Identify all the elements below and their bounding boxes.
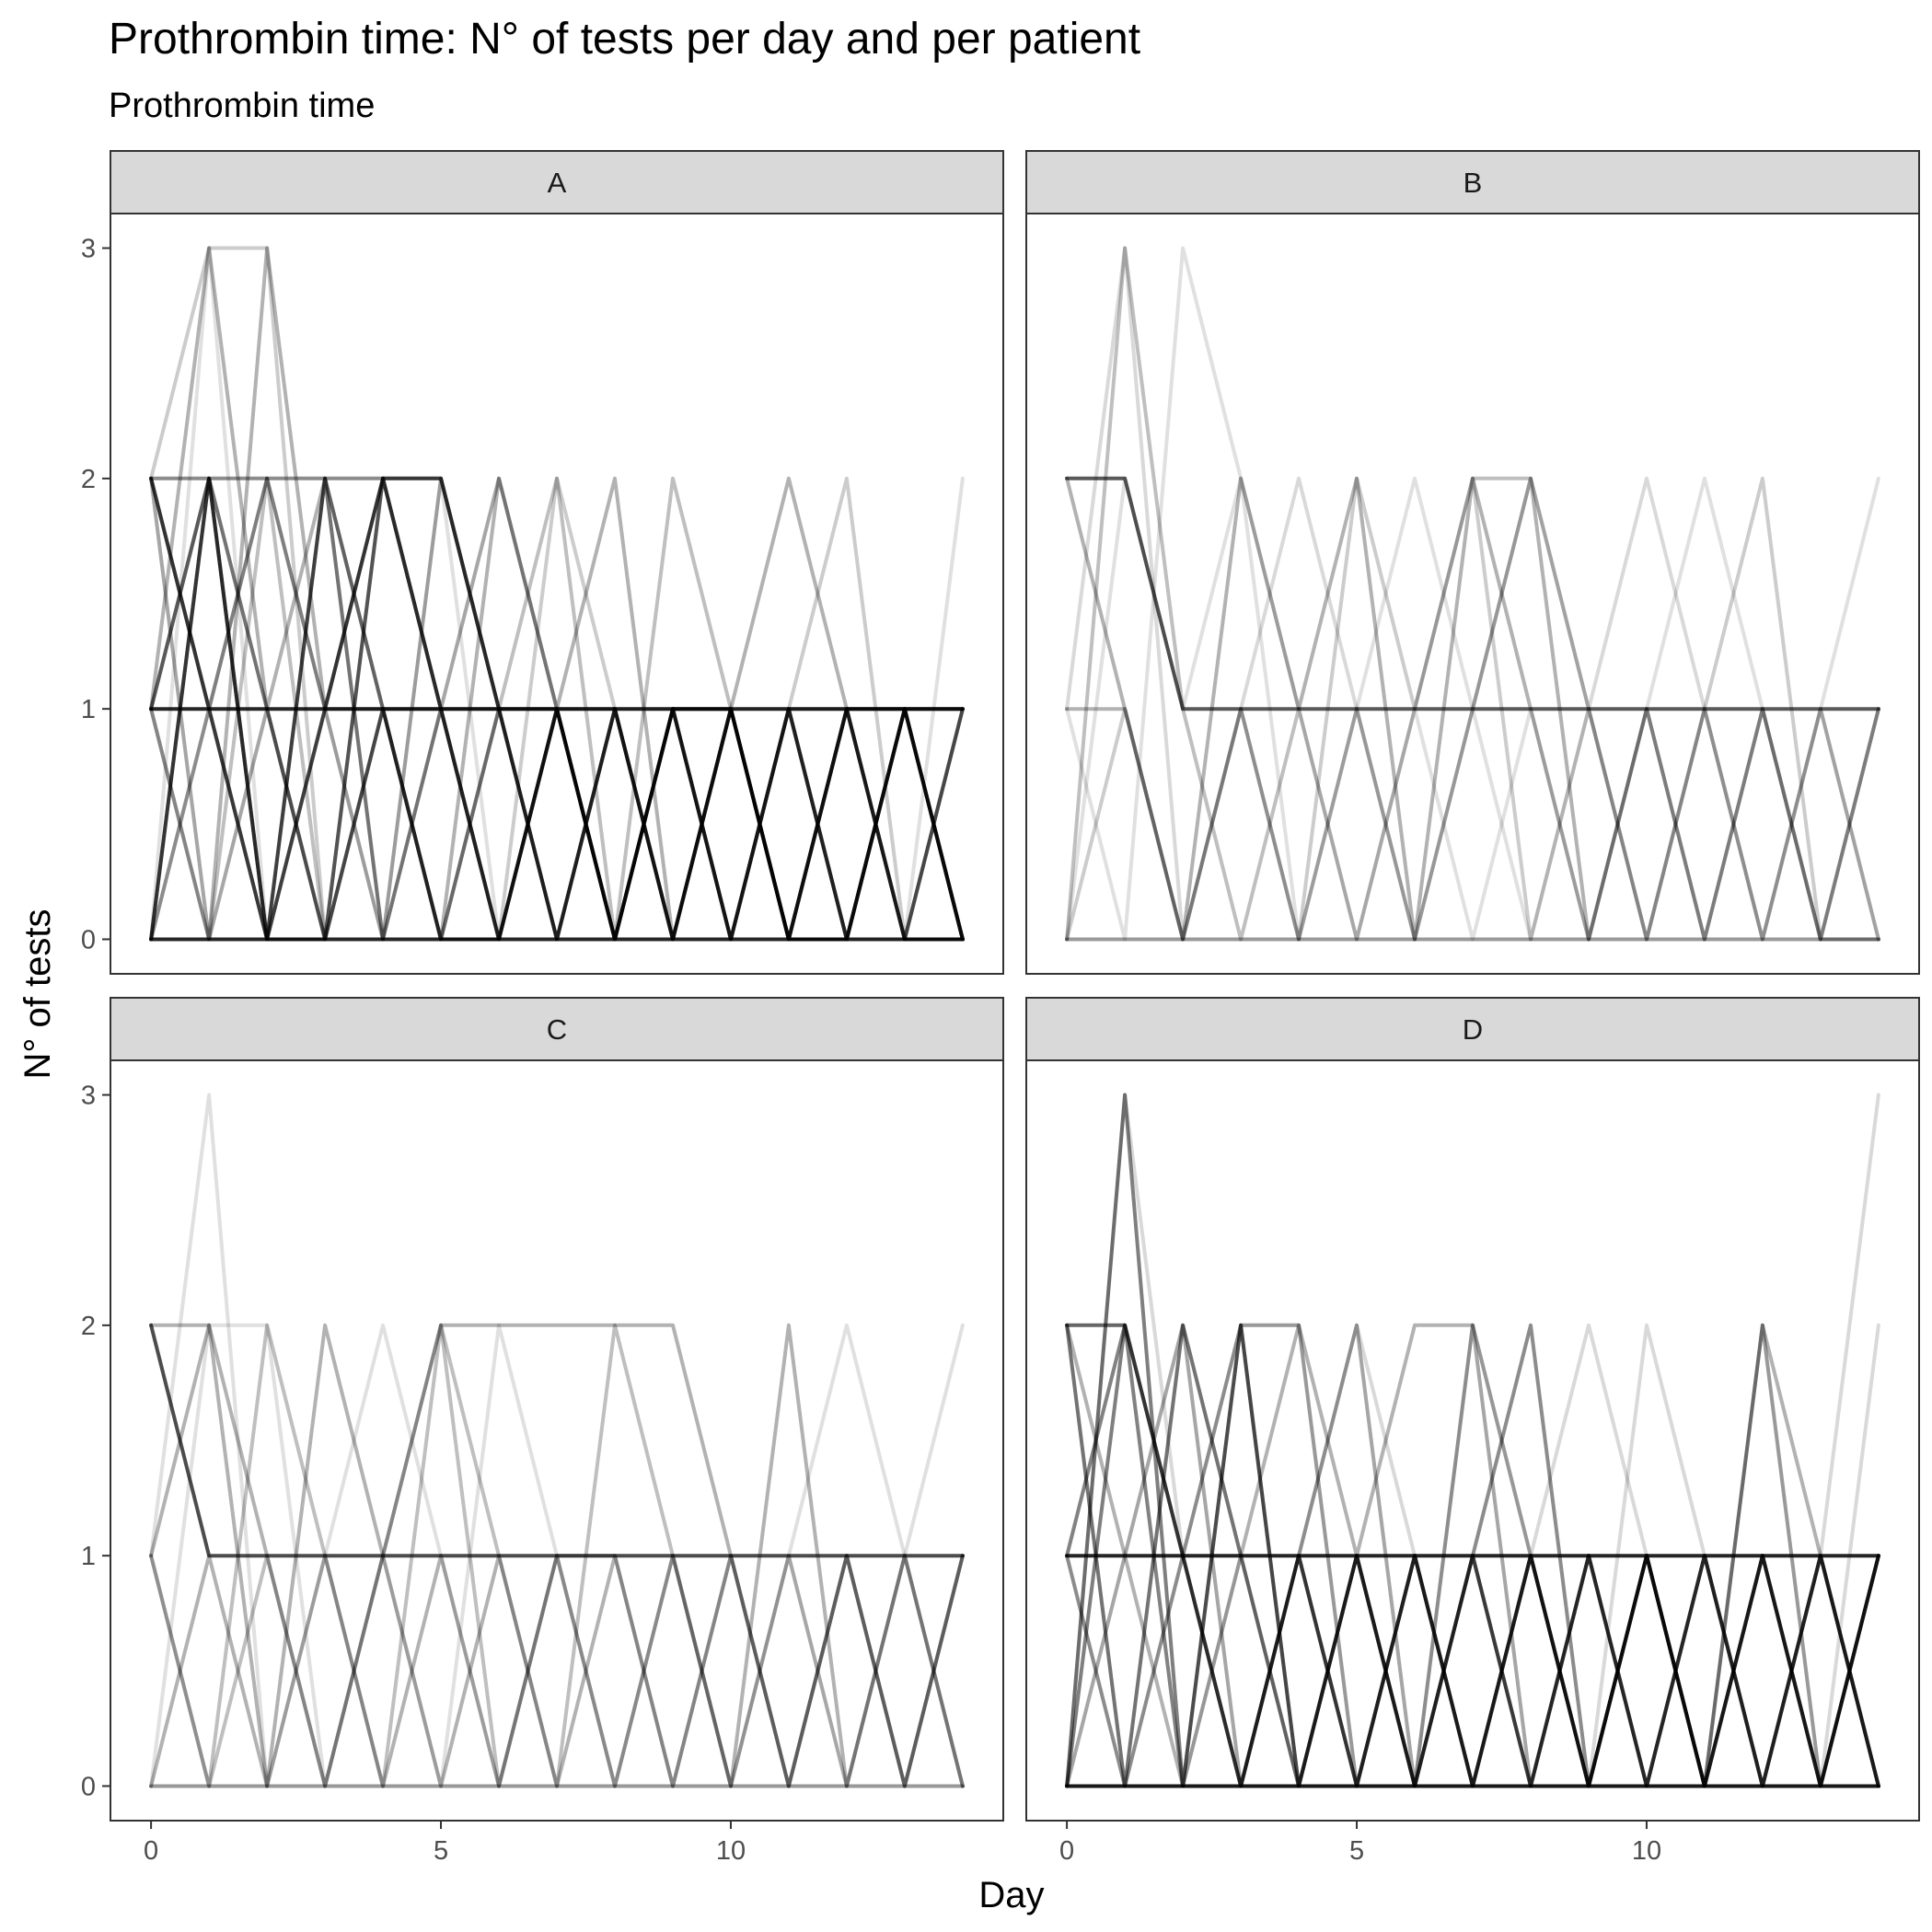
- patient-line: [149, 476, 965, 942]
- patient-line: [149, 1323, 965, 1788]
- panel-background: [110, 1059, 1004, 1822]
- patient-line: [1065, 1323, 1880, 1788]
- patient-line: [149, 1323, 965, 1788]
- patient-line: [1065, 476, 1880, 711]
- patient-line: [1065, 246, 1880, 942]
- facet-strip-label: B: [1463, 167, 1483, 199]
- facet-strip-label: D: [1463, 1013, 1483, 1046]
- y-tick-label: 0: [81, 925, 96, 954]
- patient-line: [1065, 246, 1880, 942]
- x-tick-label: 5: [1349, 1836, 1364, 1866]
- y-tick-label: 3: [81, 235, 96, 264]
- chart-subtitle: Prothrombin time: [109, 87, 375, 125]
- series-lines: [1065, 1093, 1880, 1788]
- facet-strip-label: A: [548, 167, 567, 199]
- x-tick-label: 5: [434, 1836, 448, 1866]
- facet-panel-d: D 0 5 10: [1025, 997, 1920, 1866]
- patient-line: [1065, 1323, 1880, 1788]
- panel-background: [1025, 213, 1920, 975]
- panel-background: [1025, 1059, 1920, 1822]
- facet-panel-b: B: [1025, 150, 1920, 975]
- patient-line: [149, 1323, 965, 1558]
- patient-line: [1065, 476, 1880, 942]
- facet-panel-a: A 0 1 2 3: [81, 150, 1004, 975]
- patient-line: [1065, 476, 1880, 942]
- series-lines: [149, 246, 965, 942]
- y-tick-label: 1: [81, 1542, 96, 1571]
- x-tick-label: 0: [1059, 1836, 1074, 1866]
- y-tick-label: 0: [81, 1772, 96, 1801]
- patient-line: [149, 1323, 965, 1788]
- facet-panels: A 0 1 2 3 B C 0 1 2 3 0 5 10 D 0 5 10: [81, 150, 1920, 1866]
- y-tick-label: 3: [81, 1082, 96, 1111]
- patient-line: [149, 1323, 965, 1788]
- series-lines: [149, 1093, 965, 1788]
- patient-line: [1065, 1323, 1880, 1788]
- y-tick-label: 2: [81, 465, 96, 494]
- panel-background: [110, 213, 1004, 975]
- y-axis-title: N° of tests: [17, 909, 58, 1080]
- facet-strip: [1025, 150, 1920, 214]
- facet-strip: [110, 997, 1004, 1061]
- x-tick-label: 10: [716, 1836, 746, 1866]
- facet-strip: [110, 150, 1004, 214]
- patient-line: [149, 246, 965, 942]
- patient-line: [149, 1323, 965, 1788]
- x-tick-label: 0: [144, 1836, 158, 1866]
- patient-line: [1065, 246, 1880, 942]
- x-tick-label: 10: [1632, 1836, 1661, 1866]
- y-tick-label: 1: [81, 695, 96, 724]
- patient-line: [149, 1093, 965, 1788]
- patient-line: [1065, 1323, 1880, 1788]
- patient-line: [149, 476, 965, 942]
- patient-line: [1065, 476, 1880, 942]
- facet-panel-c: C 0 1 2 3 0 5 10: [81, 997, 1004, 1866]
- patient-line: [149, 1323, 965, 1788]
- facet-strip-label: C: [547, 1013, 567, 1046]
- chart-title: Prothrombin time: N° of tests per day an…: [109, 15, 1140, 64]
- y-tick-label: 2: [81, 1312, 96, 1341]
- series-lines: [1065, 246, 1880, 942]
- facet-strip: [1025, 997, 1920, 1061]
- x-axis-title: Day: [978, 1875, 1044, 1915]
- patient-line: [1065, 476, 1880, 942]
